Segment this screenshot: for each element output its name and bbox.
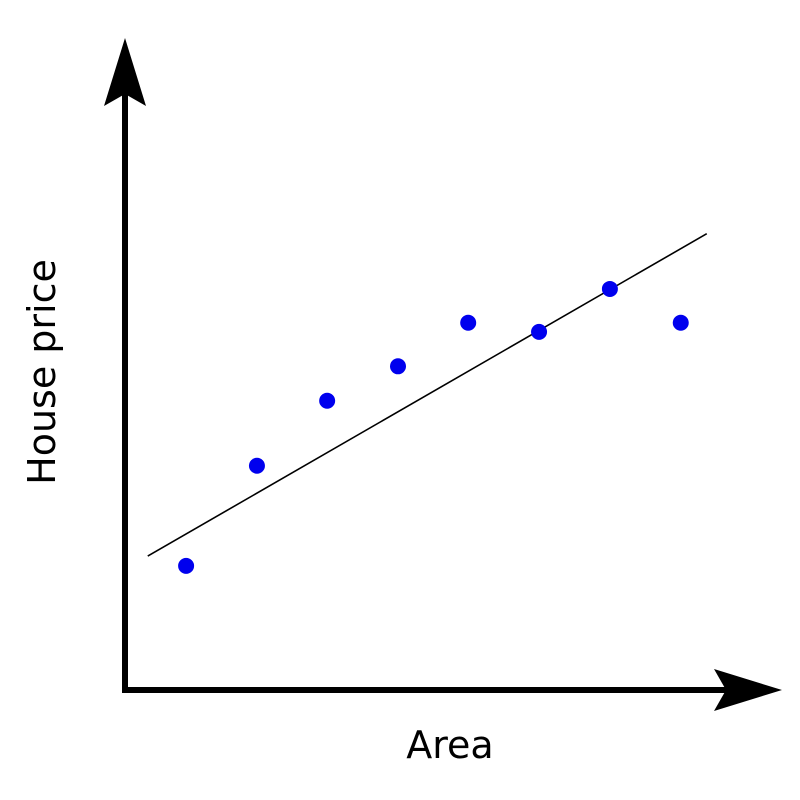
data-point	[248, 457, 265, 474]
trend-line	[147, 233, 708, 557]
x-axis-label: Area	[406, 723, 493, 767]
x-axis-arrow	[714, 669, 782, 711]
data-point	[319, 392, 336, 409]
y-axis-label: House price	[20, 259, 64, 485]
data-point	[672, 314, 689, 331]
data-point	[531, 323, 548, 340]
data-point	[390, 358, 406, 375]
y-axis-arrow	[104, 38, 146, 106]
data-point	[601, 280, 618, 297]
data-point	[460, 314, 477, 331]
data-point	[178, 557, 195, 574]
